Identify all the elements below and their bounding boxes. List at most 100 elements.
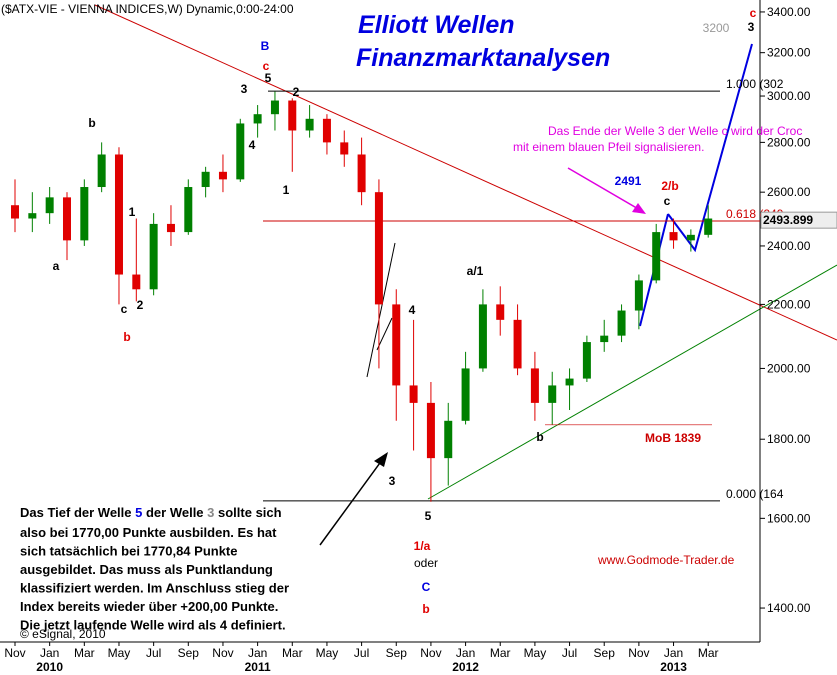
x-tick-label: Mar — [74, 646, 95, 660]
level-label: 1.000 (302 — [726, 77, 784, 91]
candle-body — [686, 234, 695, 241]
annotation: 3 — [241, 82, 248, 96]
x-tick-label: Jul — [146, 646, 161, 660]
annotation: a/1 — [467, 264, 484, 278]
year-label: 2012 — [452, 660, 479, 674]
year-label: 2010 — [36, 660, 63, 674]
annotation: 3 — [389, 474, 396, 488]
note-text: 3 — [207, 505, 214, 520]
x-tick-label: Mar — [698, 646, 719, 660]
y-tick-label: 1600.00 — [767, 511, 811, 525]
annotation: 2 — [137, 298, 144, 312]
annotation: B — [261, 39, 270, 53]
y-tick-label: 1800.00 — [767, 432, 811, 446]
candle-body — [45, 197, 54, 214]
wave-projection — [667, 43, 753, 253]
pointer-arrow — [567, 167, 641, 211]
candle-body — [184, 187, 193, 233]
x-tick-label: Jan — [40, 646, 59, 660]
x-tick-label: Nov — [4, 646, 25, 660]
price-label: 2493.899 — [763, 213, 813, 227]
note-line: klassifiziert werden. Im Anschluss stieg… — [20, 581, 289, 596]
y-tick-label: 2600.00 — [767, 185, 811, 199]
candle-body — [218, 171, 227, 180]
heading: Finanzmarktanalysen — [356, 44, 610, 72]
y-tick-label: 3400.00 — [767, 5, 811, 19]
candle-body — [357, 154, 366, 193]
x-tick-label: Sep — [178, 646, 200, 660]
x-tick-label: May — [316, 646, 339, 660]
y-tick-label: 3000.00 — [767, 89, 811, 103]
candle-body — [600, 335, 609, 343]
x-tick-label: Jan — [456, 646, 475, 660]
candle-body — [513, 319, 522, 369]
annotation: 3200 — [703, 21, 730, 35]
x-tick-label: Jan — [664, 646, 683, 660]
price-box — [760, 211, 837, 229]
note-line: ausgebildet. Das muss als Punktlandung — [20, 562, 273, 577]
candle-body — [97, 154, 106, 188]
candle-body — [530, 368, 539, 403]
annotation: 2491 — [615, 174, 642, 188]
x-tick-label: Mar — [490, 646, 511, 660]
annotation: www.Godmode-Trader.de — [597, 553, 735, 567]
annotation: © eSignal, 2010 — [20, 627, 106, 641]
annotation: a — [53, 259, 60, 273]
candle-body — [114, 154, 123, 275]
y-tick-label: 2800.00 — [767, 135, 811, 149]
annotation: c — [121, 302, 128, 316]
candle-body — [652, 232, 661, 281]
candle-body — [374, 192, 383, 305]
support-line — [427, 264, 837, 500]
annotation: b — [123, 330, 130, 344]
note-line: Die jetzt laufende Welle wird als 4 defi… — [20, 618, 286, 633]
note-text: der Welle — [142, 505, 207, 520]
candle-body — [548, 385, 557, 403]
candle-body — [166, 223, 175, 233]
x-tick-label: Nov — [628, 646, 649, 660]
x-tick-label: May — [108, 646, 131, 660]
resistance-line — [94, 4, 837, 341]
chart-title: ($ATX-VIE - VIENNA INDICES,W) Dynamic,0:… — [1, 2, 294, 16]
annotation: 3 — [748, 20, 755, 34]
y-tick-label: 3200.00 — [767, 46, 811, 60]
candle-body — [392, 304, 401, 386]
candle-body — [288, 100, 297, 131]
candle-body — [322, 118, 331, 143]
x-tick-label: Nov — [420, 646, 441, 660]
candle-body — [704, 218, 713, 235]
annotation: c — [263, 59, 270, 73]
x-tick-label: Mar — [282, 646, 303, 660]
candle-body — [565, 378, 574, 386]
note-text: sollte sich — [214, 505, 281, 520]
arrow-head — [374, 452, 388, 467]
candle-body — [270, 100, 279, 115]
annotation: 1 — [129, 205, 136, 219]
candle-body — [340, 142, 349, 155]
x-tick-label: Nov — [212, 646, 233, 660]
candle-body — [80, 187, 89, 241]
candle-body — [28, 213, 37, 219]
x-tick-label: Jul — [354, 646, 369, 660]
candle-body — [149, 223, 158, 290]
note-line: sich tatsächlich bei 1770,84 Punkte — [20, 544, 238, 559]
note-line: also bei 1770,00 Punkte ausbilden. Es ha… — [20, 525, 277, 540]
x-tick-label: Sep — [594, 646, 616, 660]
candle-body — [444, 420, 453, 459]
note-text: 5 — [135, 505, 142, 520]
y-tick-label: 2400.00 — [767, 239, 811, 253]
candle-body — [617, 310, 626, 336]
annotation: 4 — [249, 138, 256, 152]
candle-body — [11, 205, 19, 219]
annotation: 5 — [425, 509, 432, 523]
annotation: 5 — [265, 71, 272, 85]
annotation: 4 — [409, 303, 416, 317]
annotation: 2/b — [661, 179, 678, 193]
candle-body — [582, 342, 591, 379]
x-tick-label: Sep — [386, 646, 408, 660]
channel-line — [376, 317, 393, 351]
candle-body — [305, 118, 314, 131]
y-tick-label: 2200.00 — [767, 297, 811, 311]
